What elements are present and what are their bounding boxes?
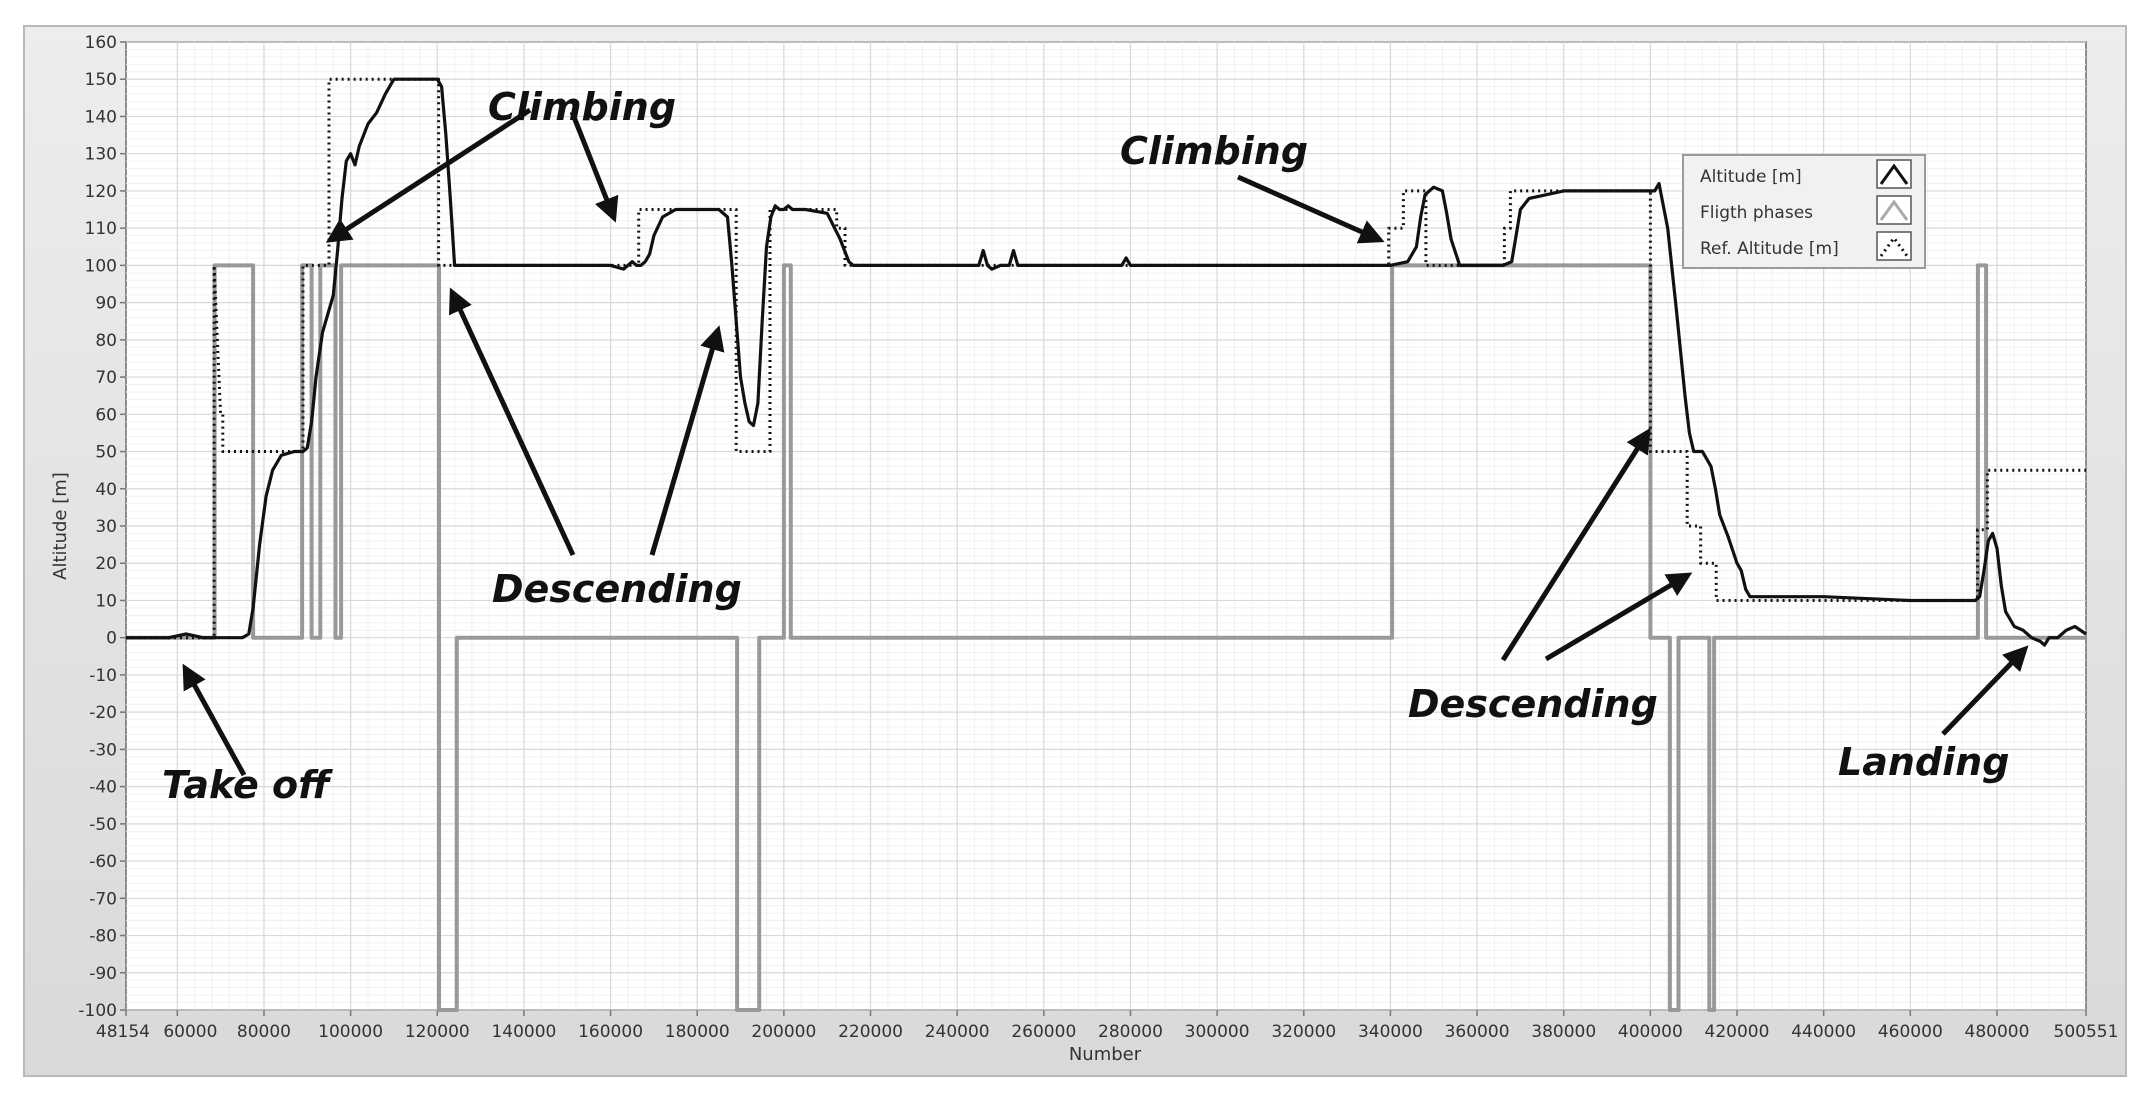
legend-line-ref-altitude bbox=[1879, 235, 1909, 257]
x-tick-label: 48154 bbox=[96, 1022, 150, 1042]
x-tick-label: 500551 bbox=[2054, 1022, 2119, 1042]
y-tick-label: 90 bbox=[95, 294, 117, 314]
annotation-arrows bbox=[182, 107, 2029, 777]
arrow-landing bbox=[1941, 645, 2029, 736]
y-tick-label: 20 bbox=[95, 554, 117, 574]
y-tick-label: -70 bbox=[89, 889, 117, 909]
y-tick-label: 80 bbox=[95, 331, 117, 351]
y-axis-title: Altitude [m] bbox=[50, 472, 71, 580]
y-tick-label: 60 bbox=[95, 405, 117, 425]
arrow-descending-left-b bbox=[649, 325, 725, 556]
x-tick-label: 440000 bbox=[1791, 1022, 1856, 1042]
y-tick-label: -80 bbox=[89, 927, 117, 947]
annotation-climbing-right: Climbing bbox=[1120, 129, 1308, 173]
x-tick-label: 400000 bbox=[1618, 1022, 1683, 1042]
x-tick-label: 420000 bbox=[1705, 1022, 1770, 1042]
legend-label-altitude: Altitude [m] bbox=[1700, 167, 1802, 187]
y-tick-label: 50 bbox=[95, 443, 117, 463]
y-tick-label: 110 bbox=[85, 219, 117, 239]
x-tick-label: 340000 bbox=[1358, 1022, 1423, 1042]
y-tick-label: -100 bbox=[78, 1001, 117, 1021]
legend: Altitude [m] Fligth phases Ref. Altitude… bbox=[1682, 154, 1926, 269]
y-tick-label: 160 bbox=[85, 33, 117, 53]
y-tick-label: 70 bbox=[95, 368, 117, 388]
y-tick-label: 40 bbox=[95, 480, 117, 500]
arrow-climbing-left-a bbox=[325, 107, 532, 243]
y-tick-label: -60 bbox=[89, 852, 117, 872]
arrow-climbing-right bbox=[1236, 174, 1385, 244]
y-tick-label: 130 bbox=[85, 145, 117, 165]
y-tick-label: 0 bbox=[106, 629, 117, 649]
y-tick-label: 140 bbox=[85, 107, 117, 127]
y-tick-label: 10 bbox=[95, 591, 117, 611]
y-tick-label: 100 bbox=[85, 256, 117, 276]
x-tick-label: 280000 bbox=[1098, 1022, 1163, 1042]
legend-line-altitude bbox=[1879, 163, 1909, 185]
x-tick-label: 260000 bbox=[1011, 1022, 1076, 1042]
x-tick-label: 200000 bbox=[751, 1022, 816, 1042]
y-tick-label: -40 bbox=[89, 778, 117, 798]
y-tick-label: -20 bbox=[89, 703, 117, 723]
x-tick-label: 320000 bbox=[1271, 1022, 1336, 1042]
arrow-descending-right-a bbox=[1500, 427, 1651, 662]
arrow-descending-right-b bbox=[1544, 572, 1693, 662]
x-tick-label: 60000 bbox=[163, 1022, 217, 1042]
x-tick-label: 180000 bbox=[665, 1022, 730, 1042]
x-tick-label: 240000 bbox=[925, 1022, 990, 1042]
x-tick-label: 460000 bbox=[1878, 1022, 1943, 1042]
x-tick-labels: 48154 60000 80000 100000 120000 140000 160000 1… bbox=[96, 1010, 2119, 1042]
annotations: Climbing Climbing Descending Descending … bbox=[162, 85, 2009, 807]
legend-line-flight-phases bbox=[1879, 199, 1909, 221]
x-tick-label: 120000 bbox=[405, 1022, 470, 1042]
arrow-take-off bbox=[182, 663, 247, 777]
x-tick-label: 300000 bbox=[1185, 1022, 1250, 1042]
annotation-climbing-left: Climbing bbox=[488, 85, 676, 129]
annotation-landing: Landing bbox=[1838, 740, 2009, 784]
x-tick-label: 100000 bbox=[318, 1022, 383, 1042]
annotation-take-off: Take off bbox=[162, 763, 333, 807]
series-line-0 bbox=[126, 77, 2087, 647]
y-tick-label: -50 bbox=[89, 815, 117, 835]
x-tick-label: 480000 bbox=[1965, 1022, 2030, 1042]
arrow-climbing-left-b bbox=[569, 111, 619, 223]
y-tick-label: 120 bbox=[85, 182, 117, 202]
y-tick-label: 150 bbox=[85, 70, 117, 90]
x-tick-label: 220000 bbox=[838, 1022, 903, 1042]
legend-label-ref-altitude: Ref. Altitude [m] bbox=[1700, 239, 1839, 259]
y-tick-label: -30 bbox=[89, 740, 117, 760]
x-axis-title: Number bbox=[1069, 1044, 1142, 1065]
series-layer bbox=[126, 77, 2087, 1012]
x-tick-label: 360000 bbox=[1445, 1022, 1510, 1042]
y-tick-label: -10 bbox=[89, 666, 117, 686]
y-tick-label: 30 bbox=[95, 517, 117, 537]
annotation-descending-left: Descending bbox=[492, 567, 742, 611]
y-tick-label: -90 bbox=[89, 964, 117, 984]
x-tick-label: 80000 bbox=[237, 1022, 291, 1042]
x-tick-label: 160000 bbox=[578, 1022, 643, 1042]
x-tick-label: 380000 bbox=[1531, 1022, 1596, 1042]
series-line-1 bbox=[126, 263, 2086, 1012]
arrow-descending-left-a bbox=[449, 287, 576, 557]
legend-label-flight-phases: Fligth phases bbox=[1700, 203, 1813, 223]
y-tick-labels: -100-90-80-70-60-50-40-30-20-10010203040… bbox=[78, 33, 126, 1021]
x-tick-label: 140000 bbox=[491, 1022, 556, 1042]
annotation-descending-right: Descending bbox=[1408, 682, 1658, 726]
